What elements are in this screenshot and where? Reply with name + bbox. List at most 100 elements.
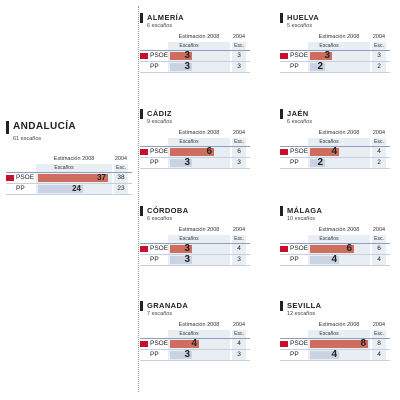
table-rule (280, 338, 390, 339)
bar-pp (310, 256, 339, 264)
party-label-pp: PP (290, 256, 299, 263)
row-rule (140, 72, 250, 73)
bar-value-psoe: 6 (206, 146, 212, 157)
panel-header: JAÉN (280, 108, 392, 120)
seats-2004-subheader: Esc. (374, 236, 384, 242)
bar-value-pp: 24 (72, 184, 81, 193)
panel-granada: GRANADA 7 escaños Estimación 2008 2004 Escañ… (140, 300, 252, 370)
party-label-pp: PP (150, 351, 159, 358)
seats-subheader: Escaños (179, 236, 199, 242)
year-2004-column-bg (232, 138, 246, 168)
party-label-psoe: PSOE (290, 52, 309, 59)
party-label-psoe: PSOE (290, 245, 309, 252)
party-label-psoe: PSOE (16, 174, 35, 181)
panel-jaen: JAÉN 6 escaños Estimación 2008 2004 Escaños E… (280, 108, 392, 178)
seats-2004-subheader: Esc. (234, 43, 244, 49)
year-2004-header: 2004 (232, 34, 246, 40)
panel-sevilla: SEVILLA 12 escaños Estimación 2008 2004 Esca… (280, 300, 392, 370)
party-label-psoe: PSOE (290, 148, 309, 155)
party-label-pp: PP (16, 185, 25, 192)
panel-title: CÁDIZ (147, 109, 172, 118)
value-2004-psoe: 38 (117, 174, 125, 181)
year-2004-header: 2004 (232, 130, 246, 136)
row-rule (140, 61, 250, 62)
seats-subheader: Escaños (179, 43, 199, 49)
bar-value-psoe: 3 (324, 50, 330, 61)
table-rule (140, 243, 250, 244)
bar-value-psoe: 8 (360, 338, 366, 349)
value-2004-pp: 3 (237, 351, 241, 358)
bar-psoe (170, 52, 192, 60)
pp-logo-icon: PP (140, 352, 148, 358)
panel-seat-count: 10 escaños (287, 216, 316, 222)
party-label-pp: PP (290, 351, 299, 358)
panel-title: MÁLAGA (287, 206, 323, 215)
value-2004-psoe: 3 (237, 52, 241, 59)
header-bar-mark (140, 109, 143, 119)
bar-value-psoe: 4 (191, 338, 197, 349)
table-rule (140, 146, 250, 147)
value-2004-pp: 23 (117, 185, 125, 192)
year-2004-column-bg (232, 330, 246, 360)
party-label-pp: PP (150, 256, 159, 263)
row-rule (140, 157, 250, 158)
party-label-psoe: PSOE (150, 340, 169, 347)
bar-pp (310, 351, 339, 359)
bar-value-pp: 3 (184, 349, 190, 360)
panel-seat-count: 7 escaños (147, 311, 173, 317)
panel-almeria: ALMERÍA 6 escaños Estimación 2008 2004 Escañ… (140, 12, 252, 82)
psoe-logo-icon: PSOE (280, 341, 288, 347)
row-rule (140, 360, 250, 361)
row-rule (6, 194, 132, 195)
header-bar-mark (140, 13, 143, 23)
value-2004-pp: 3 (237, 256, 241, 263)
year-2004-header: 2004 (372, 322, 386, 328)
estimate-header: Estimación 2008 (318, 130, 360, 136)
row-rule (280, 254, 390, 255)
panel-seat-count: 61 escaños (13, 136, 42, 142)
seats-2004-subheader: Esc. (116, 165, 126, 171)
year-2004-column-bg (232, 42, 246, 72)
pp-logo-icon: PP (280, 160, 288, 166)
header-bar-mark (280, 301, 283, 311)
table-rule (6, 172, 132, 173)
party-label-psoe: PSOE (150, 52, 169, 59)
value-2004-pp: 3 (237, 159, 241, 166)
year-2004-column-bg (232, 235, 246, 265)
panel-header: MÁLAGA (280, 205, 392, 217)
panel-seat-count: 6 escaños (147, 216, 173, 222)
estimate-header: Estimación 2008 (178, 130, 220, 136)
bar-value-psoe: 37 (97, 173, 106, 182)
party-label-psoe: PSOE (150, 245, 169, 252)
pp-logo-icon: PP (280, 257, 288, 263)
header-bar-mark (280, 206, 283, 216)
column-divider (138, 6, 139, 392)
bar-value-psoe: 3 (184, 50, 190, 61)
psoe-logo-icon: PSOE (140, 53, 148, 59)
year-2004-header: 2004 (232, 227, 246, 233)
seats-2004-subheader: Esc. (234, 236, 244, 242)
panel-seat-count: 6 escaños (287, 119, 313, 125)
year-2004-column-bg (372, 235, 386, 265)
pp-logo-icon: PP (140, 64, 148, 70)
panel-title: ALMERÍA (147, 13, 184, 22)
value-2004-pp: 2 (377, 159, 381, 166)
panel-seat-count: 12 escaños (287, 311, 316, 317)
party-label-pp: PP (290, 63, 299, 70)
bar-pp (310, 159, 325, 167)
pp-logo-icon: PP (280, 64, 288, 70)
bar-psoe (310, 52, 332, 60)
panel-title: HUELVA (287, 13, 320, 22)
party-label-psoe: PSOE (290, 340, 309, 347)
table-rule (280, 243, 390, 244)
bar-psoe (170, 340, 199, 348)
bar-value-psoe: 3 (184, 243, 190, 254)
value-2004-pp: 4 (377, 256, 381, 263)
pp-logo-icon: PP (6, 186, 14, 192)
estimate-header: Estimación 2008 (178, 227, 220, 233)
value-2004-psoe: 4 (237, 245, 241, 252)
header-bar-mark (6, 121, 9, 134)
seats-2004-subheader: Esc. (374, 139, 384, 145)
pp-logo-icon: PP (140, 160, 148, 166)
header-bar-mark (140, 206, 143, 216)
